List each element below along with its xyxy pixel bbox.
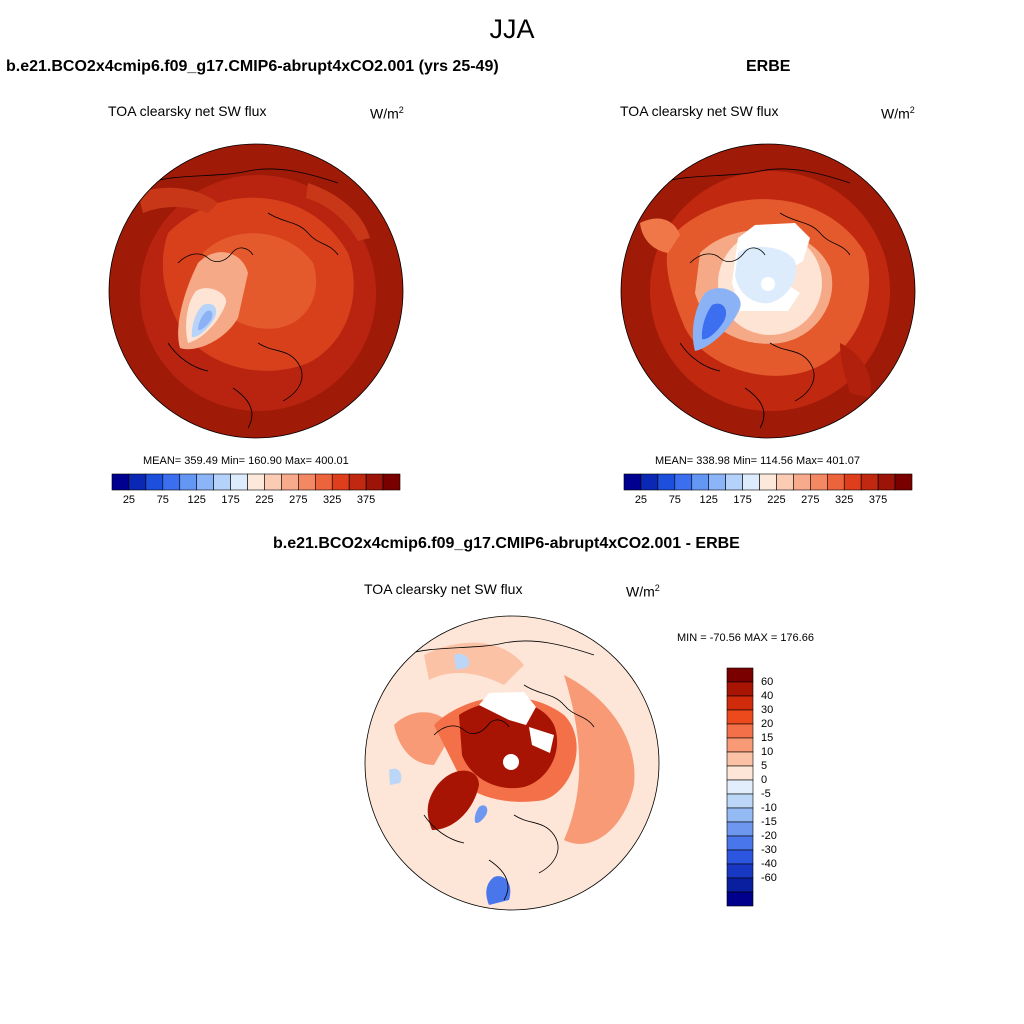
obs-colorbar-swatch <box>691 473 710 491</box>
obs-colorbar-swatch <box>894 473 913 491</box>
model-stats: MEAN= 359.49 Min= 160.90 Max= 400.01 <box>143 455 349 467</box>
obs-colorbar-tick-label: 125 <box>699 494 718 506</box>
obs-units-label: W/m2 <box>881 105 915 122</box>
obs-colorbar-swatch <box>877 473 896 491</box>
diff-stats: MIN = -70.56 MAX = 176.66 <box>677 632 814 644</box>
diff-colorbar-tick-label: -5 <box>761 788 771 800</box>
diff-colorbar-tick-label: 15 <box>761 732 774 744</box>
diff-colorbar-tick-label: -40 <box>761 858 777 870</box>
diff-colorbar-tick-label: 30 <box>761 704 774 716</box>
obs-stats: MEAN= 338.98 Min= 114.56 Max= 401.07 <box>655 455 860 467</box>
obs-case-title: ERBE <box>746 58 791 75</box>
model-colorbar-tick-label: 225 <box>255 494 274 506</box>
obs-colorbar-swatch <box>640 473 659 491</box>
diff-colorbar-tick-label: -30 <box>761 844 777 856</box>
diff-colorbar-tick-label: 10 <box>761 746 774 758</box>
model-colorbar-swatch <box>331 473 350 491</box>
diff-variable-label: TOA clearsky net SW flux <box>364 581 523 597</box>
obs-colorbar-tick-label: 225 <box>767 494 786 506</box>
diff-colorbar-swatch <box>726 891 754 907</box>
diff-colorbar-tick-label: 5 <box>761 760 768 772</box>
model-case-title: b.e21.BCO2x4cmip6.f09_g17.CMIP6-abrupt4x… <box>6 58 499 75</box>
obs-colorbar-swatch <box>776 473 794 491</box>
model-variable-label: TOA clearsky net SW flux <box>108 103 267 119</box>
model-colorbar-swatch <box>230 473 248 491</box>
diff-colorbar-tick-label: 40 <box>761 690 774 702</box>
diff-colorbar-tick-label: -15 <box>761 816 777 828</box>
model-colorbar-tick-label: 125 <box>187 494 206 506</box>
obs-colorbar-swatch <box>860 473 879 491</box>
obs-colorbar-tick-label: 275 <box>801 494 820 506</box>
model-colorbar-tick-label: 375 <box>356 494 376 506</box>
model-colorbar-swatch <box>382 473 401 491</box>
diff-colorbar-tick-label: 0 <box>761 774 768 786</box>
obs-colorbar-tick-label: 325 <box>835 494 854 506</box>
obs-variable-label: TOA clearsky net SW flux <box>620 103 779 119</box>
model-colorbar-swatch <box>111 473 130 491</box>
obs-colorbar-tick-label: 175 <box>733 494 752 506</box>
obs-colorbar-ticks: 25 75 125 175 225 275 325 375 <box>624 494 912 508</box>
model-colorbar-tick-label: 275 <box>289 494 308 506</box>
model-colorbar-tick-label: 325 <box>323 494 342 506</box>
diff-colorbar-tick-label: 60 <box>761 676 774 688</box>
obs-colorbar-swatch <box>708 473 726 491</box>
obs-colorbar-swatch <box>725 473 743 491</box>
obs-colorbar-swatch <box>793 473 811 491</box>
model-colorbar-swatch <box>213 473 231 491</box>
obs-colorbar-tick-label: 375 <box>868 494 888 506</box>
diff-units-label: W/m2 <box>626 583 660 600</box>
model-colorbar-swatch <box>348 473 367 491</box>
obs-colorbar-swatch <box>657 473 676 491</box>
model-colorbar <box>111 473 401 491</box>
model-colorbar-swatch <box>162 473 181 491</box>
obs-colorbar-swatch <box>742 473 760 491</box>
model-colorbar-tick-label: 175 <box>221 494 240 506</box>
obs-polar-map <box>620 143 916 439</box>
model-polar-map <box>108 143 404 439</box>
model-colorbar-swatch <box>298 473 316 491</box>
model-colorbar-swatch <box>145 473 164 491</box>
model-colorbar-tick-label: 25 <box>122 494 136 506</box>
model-colorbar-swatch <box>314 473 333 491</box>
obs-colorbar <box>623 473 913 491</box>
model-colorbar-swatch <box>128 473 147 491</box>
model-colorbar-tick-label: 75 <box>156 494 169 506</box>
diff-colorbar-tick-label: 20 <box>761 718 774 730</box>
diff-colorbar-tick-label: -60 <box>761 872 777 884</box>
diff-case-title: b.e21.BCO2x4cmip6.f09_g17.CMIP6-abrupt4x… <box>273 535 740 552</box>
diff-colorbar <box>726 667 754 907</box>
page-title: JJA <box>489 14 535 44</box>
model-colorbar-swatch <box>365 473 384 491</box>
obs-colorbar-swatch <box>759 473 777 491</box>
obs-colorbar-swatch <box>826 473 845 491</box>
model-colorbar-swatch <box>281 473 299 491</box>
diff-colorbar-tick-label: -10 <box>761 802 777 814</box>
difference-polar-map <box>364 615 660 911</box>
model-colorbar-swatch <box>196 473 214 491</box>
model-units-label: W/m2 <box>370 105 404 122</box>
obs-colorbar-tick-label: 25 <box>634 494 648 506</box>
obs-colorbar-swatch <box>843 473 862 491</box>
diff-colorbar-ticks: 60 40 30 20 15 10 5 0 -5 -10 -15 -20 -30 -40 -60 <box>727 668 787 906</box>
model-colorbar-ticks: 25 75 125 175 225 275 325 375 <box>112 494 400 508</box>
model-colorbar-swatch <box>264 473 282 491</box>
obs-colorbar-swatch <box>810 473 828 491</box>
model-colorbar-swatch <box>247 473 265 491</box>
diff-colorbar-tick-label: -20 <box>761 830 777 842</box>
obs-colorbar-swatch <box>674 473 693 491</box>
obs-colorbar-tick-label: 75 <box>668 494 681 506</box>
model-colorbar-swatch <box>179 473 198 491</box>
obs-colorbar-swatch <box>623 473 642 491</box>
